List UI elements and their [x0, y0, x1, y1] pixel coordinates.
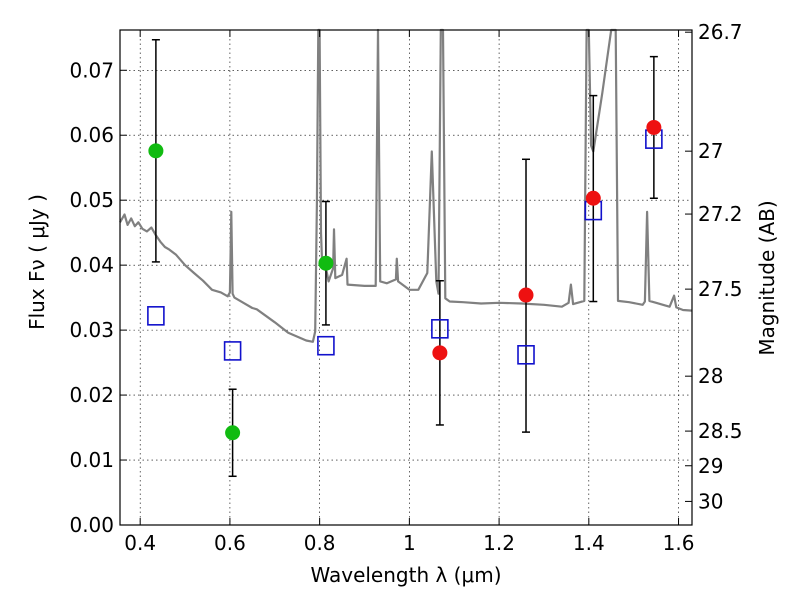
magnitude-tick-label: 26.7 [698, 20, 743, 44]
x-tick-label: 0.4 [124, 531, 156, 555]
y-tick-label: 0.03 [69, 318, 114, 342]
magnitude-tick-label: 27 [698, 139, 723, 163]
observed-point-optical [318, 255, 334, 271]
x-tick-label: 1.2 [483, 531, 515, 555]
data-marks-layer [147, 38, 663, 478]
model-spectrum-line [119, 28, 693, 343]
observed-point-nir [518, 287, 534, 303]
y-tick-label: 0.04 [69, 253, 114, 277]
y-tick-label: 0.02 [69, 383, 114, 407]
magnitude-tick-label: 27.2 [698, 202, 743, 226]
magnitude-tick-label: 30 [698, 489, 723, 513]
y-tick-label: 0.06 [69, 123, 114, 147]
x-axis-label: Wavelength λ (μm) [310, 563, 501, 587]
y-tick-label: 0.00 [69, 513, 114, 537]
y-tick-label: 0.05 [69, 188, 114, 212]
magnitude-tick-label: 27.5 [698, 277, 743, 301]
x-tick-label: 1.4 [573, 531, 605, 555]
y-tick-label: 0.07 [69, 58, 114, 82]
magnitude-axis-label: Magnitude (AB) [755, 200, 779, 355]
model-photometry-square [317, 335, 335, 356]
observed-point-nir [646, 119, 662, 135]
observed-point-optical [225, 425, 241, 441]
model-photometry-square [223, 341, 242, 361]
x-tick-label: 1 [403, 531, 416, 555]
x-tick-label: 0.8 [304, 531, 336, 555]
observed-point-nir [432, 345, 448, 361]
observed-point-optical [148, 143, 164, 159]
axis-ticks: 0.4 0.6 0.8 1 1.2 1.4 1.6 0.00 0.01 0.02 0.03 0.04 0… [69, 20, 742, 555]
model-photometry-square [431, 319, 449, 339]
magnitude-tick-label: 29 [698, 454, 723, 478]
model-photometry-square [147, 306, 165, 326]
observed-point-nir [585, 190, 601, 206]
x-tick-label: 0.6 [214, 531, 246, 555]
x-tick-label: 1.6 [663, 531, 695, 555]
y-axis-label: Flux Fν ( μJy ) [25, 194, 49, 330]
magnitude-tick-label: 28.5 [698, 419, 743, 443]
plot-frame [119, 29, 693, 526]
model-spectrum-layer [119, 28, 693, 343]
y-tick-label: 0.01 [69, 448, 114, 472]
magnitude-tick-label: 28 [698, 364, 723, 388]
model-photometry-square [517, 345, 535, 365]
